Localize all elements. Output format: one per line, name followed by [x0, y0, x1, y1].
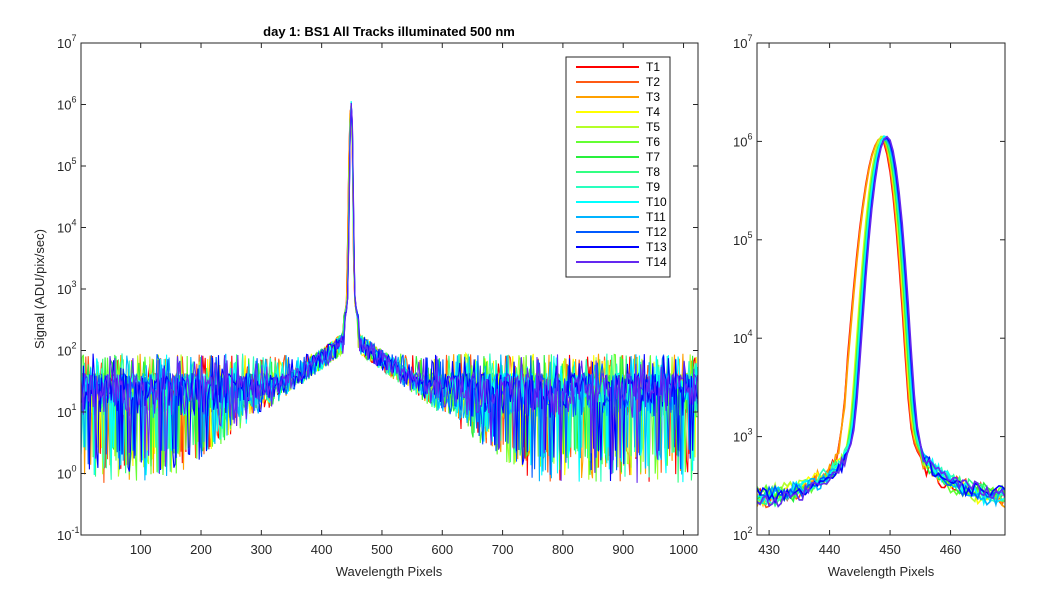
zoom-y-tick-label: 102: [733, 525, 752, 543]
legend-label-T14: T14: [646, 255, 667, 269]
main-x-axis-label: Wavelength Pixels: [336, 564, 443, 579]
legend-label-T11: T11: [646, 210, 666, 224]
legend-label-T4: T4: [646, 105, 660, 119]
main-y-axis-label: Signal (ADU/pix/sec): [32, 229, 47, 349]
legend-label-T8: T8: [646, 165, 660, 179]
zoom-x-tick-label: 440: [819, 542, 841, 557]
main-x-tick-label: 1000: [669, 542, 698, 557]
legend-label-T13: T13: [646, 240, 667, 254]
zoom-x-tick-label: 430: [758, 542, 780, 557]
main-x-tick-label: 700: [492, 542, 514, 557]
legend-label-T9: T9: [646, 180, 660, 194]
main-x-tick-label: 600: [431, 542, 453, 557]
zoom-series-line-T14: [757, 135, 1005, 508]
legend-label-T3: T3: [646, 90, 660, 104]
zoom-y-tick-label: 105: [733, 230, 752, 248]
main-y-tick-label: 105: [57, 156, 76, 174]
main-x-ticks: 100 200 300 400 500 600 700 800 900 1000: [130, 43, 698, 557]
zoom-y-ticks: 102 103 104 105 106 107: [733, 33, 1005, 543]
main-x-tick-label: 200: [190, 542, 212, 557]
main-y-tick-label: 102: [57, 341, 76, 359]
main-x-tick-label: 300: [250, 542, 272, 557]
zoom-x-tick-label: 450: [879, 542, 901, 557]
main-series-lines: [81, 101, 698, 483]
main-series-line-T14: [81, 103, 698, 483]
zoom-y-tick-label: 106: [733, 131, 752, 149]
zoom-y-tick-label: 103: [733, 427, 752, 445]
main-y-tick-label: 103: [57, 279, 76, 297]
legend-box: [565, 56, 671, 278]
zoom-plot-area: [757, 43, 1005, 535]
zoom-axes-box: [756, 42, 1006, 536]
legend-label-T10: T10: [646, 195, 667, 209]
main-x-tick-label: 900: [612, 542, 634, 557]
legend-label-T5: T5: [646, 120, 660, 134]
zoom-y-tick-label: 104: [733, 328, 752, 346]
main-y-tick-label: 107: [57, 33, 76, 51]
main-x-tick-label: 500: [371, 542, 393, 557]
main-x-tick-label: 100: [130, 542, 152, 557]
legend-label-T6: T6: [646, 135, 660, 149]
zoom-x-axis-label: Wavelength Pixels: [828, 564, 935, 579]
main-y-tick-label: 106: [57, 95, 76, 113]
main-y-tick-label: 100: [57, 464, 76, 482]
legend-label-T7: T7: [646, 150, 660, 164]
main-y-tick-label: 10-1: [57, 525, 79, 543]
main-x-tick-label: 800: [552, 542, 574, 557]
main-x-tick-label: 400: [311, 542, 333, 557]
zoom-x-ticks: 430 440 450 460: [758, 43, 961, 557]
legend-label-T1: T1: [646, 60, 660, 74]
zoom-chart-panel: 430 440 450 460 102 103 104 105 106 107 Waveleng…: [733, 33, 1006, 579]
main-chart-panel: 100 200 300 400 500 600 700 800 900 1000 10-11001…: [32, 24, 699, 579]
zoom-series-lines: [757, 135, 1005, 509]
legend-label-T2: T2: [646, 75, 660, 89]
zoom-y-tick-label: 107: [733, 33, 752, 51]
zoom-x-tick-label: 460: [940, 542, 962, 557]
main-y-tick-label: 104: [57, 218, 76, 236]
main-chart-title: day 1: BS1 All Tracks illuminated 500 nm: [263, 24, 515, 39]
legend-label-T12: T12: [646, 225, 667, 239]
main-y-tick-label: 101: [57, 402, 76, 420]
